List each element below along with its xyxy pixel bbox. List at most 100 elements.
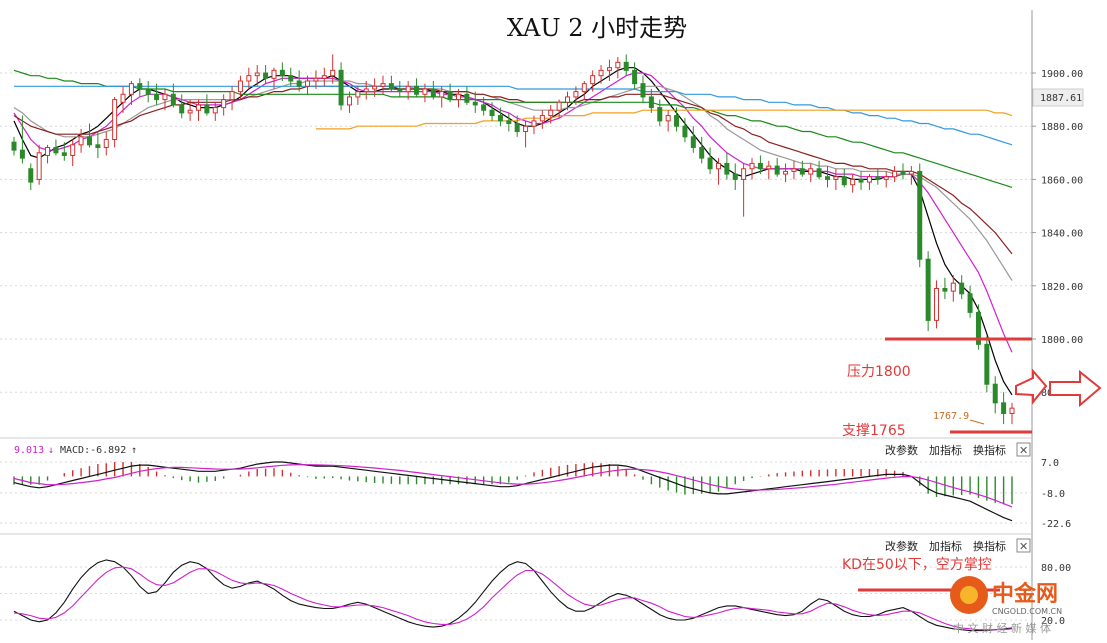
candle-body (531, 120, 537, 127)
candle-body (447, 91, 453, 101)
candle-body (707, 157, 713, 170)
candle-body (799, 168, 805, 175)
current-price-box (1032, 88, 1084, 107)
logo-icon-inner (960, 586, 978, 604)
price-tick-label: 1800.00 (1041, 335, 1083, 346)
candle-body (665, 115, 671, 122)
candle-body (321, 75, 327, 79)
candle-body (598, 69, 604, 77)
candle-body (824, 176, 830, 180)
kd-switch-indicator-button[interactable]: 换指标 (973, 539, 1006, 553)
chart-title: XAU 2 小时走势 (507, 14, 687, 42)
macd-add-indicator-button[interactable]: 加指标 (929, 443, 962, 457)
candle-body (682, 125, 688, 138)
candle-body (338, 69, 344, 106)
moving-average-line (13, 72, 1013, 353)
candle-body (346, 96, 352, 106)
macd-dif-line (13, 461, 1013, 522)
macd-grid (0, 461, 1032, 524)
candle-body (221, 99, 227, 109)
candle-body (992, 383, 998, 404)
candle-body (19, 149, 25, 159)
candle-body (422, 88, 428, 95)
candle-body (388, 83, 394, 90)
candle-body (833, 176, 839, 180)
macd-histogram (13, 462, 1013, 505)
candle-body (36, 152, 42, 180)
candle-body (615, 61, 621, 69)
candle-body (523, 125, 529, 133)
candle-body (330, 69, 336, 77)
price-tick-label: 1840.00 (1041, 229, 1083, 240)
candle-body (724, 162, 730, 175)
candle-body (237, 80, 243, 93)
kd-annotation: KD在50以下，空方掌控 (842, 557, 992, 573)
logo-tagline: 中 文 财 经 新 媒 体 (953, 621, 1051, 635)
candlesticks (11, 54, 1015, 425)
candle-body (657, 107, 663, 122)
macd-header-value: 9.013 (14, 445, 44, 456)
candle-body (984, 343, 990, 385)
candle-body (883, 176, 889, 180)
candle-body (179, 104, 185, 114)
candle-body (942, 287, 948, 292)
macd-close-icon: ✕ (1019, 444, 1028, 457)
candle-body (246, 75, 252, 82)
macd-close-button[interactable] (1016, 442, 1031, 457)
candle-body (464, 93, 470, 103)
low-price-marker: 1767.9 (933, 411, 969, 422)
macd-edit-params-button[interactable]: 改参数 (885, 443, 918, 457)
low-marker-arrow (969, 419, 985, 425)
macd-switch-indicator-button[interactable]: 换指标 (973, 443, 1006, 457)
candle-body (741, 168, 747, 180)
candle-body (430, 88, 436, 98)
candle-body (892, 170, 898, 178)
candle-body (791, 168, 797, 172)
macd-tick-label: 7.0 (1041, 458, 1059, 469)
candle-body (472, 101, 478, 106)
moving-average-line (13, 80, 1013, 281)
kd-grid (0, 566, 1032, 621)
candle-body (715, 162, 721, 170)
candle-body (263, 72, 269, 79)
candle-body (908, 170, 914, 175)
candle-body (296, 80, 302, 87)
candle-body (53, 146, 59, 154)
candle-body (648, 96, 654, 109)
logo-domain: CNGOLD.COM.CN (992, 607, 1062, 616)
candle-body (128, 83, 134, 95)
candle-body (565, 96, 571, 103)
candle-body (204, 104, 210, 114)
candle-body (539, 115, 545, 122)
macd-up-arrow-icon: ↑ (131, 445, 137, 456)
candle-body (959, 282, 965, 295)
candle-body (137, 83, 143, 90)
kd-axis: 80.00 20.0 (1041, 563, 1071, 627)
moving-average-line (315, 109, 1013, 130)
support-label: 支撑1765 (842, 423, 906, 439)
kd-edit-params-button[interactable]: 改参数 (885, 539, 918, 553)
candle-body (45, 146, 51, 156)
candle-body (967, 293, 973, 313)
price-tick-label: 1880.00 (1041, 122, 1083, 133)
price-tick-label: 1820.00 (1041, 282, 1083, 293)
candle-body (145, 88, 151, 95)
candle-body (573, 91, 579, 98)
kd-close-button[interactable] (1016, 538, 1031, 553)
next-arrow-icon[interactable] (1049, 369, 1102, 408)
moving-average-line (13, 69, 1013, 188)
forecast-arrow-icon (1015, 368, 1048, 405)
main-grid (0, 72, 1032, 393)
candle-body (632, 69, 638, 85)
candle-body (1001, 402, 1007, 414)
candle-body (103, 139, 109, 148)
kd-d-line (13, 566, 1013, 631)
candle-body (1009, 407, 1015, 414)
macd-lines (13, 461, 1013, 522)
candle-body (816, 168, 822, 178)
candle-body (783, 170, 789, 175)
candle-body (397, 88, 403, 93)
candle-body (925, 258, 931, 321)
cngold-logo: 中金网 CNGOLD.COM.CN 中 文 财 经 新 媒 体 (950, 576, 1062, 635)
kd-add-indicator-button[interactable]: 加指标 (929, 539, 962, 553)
